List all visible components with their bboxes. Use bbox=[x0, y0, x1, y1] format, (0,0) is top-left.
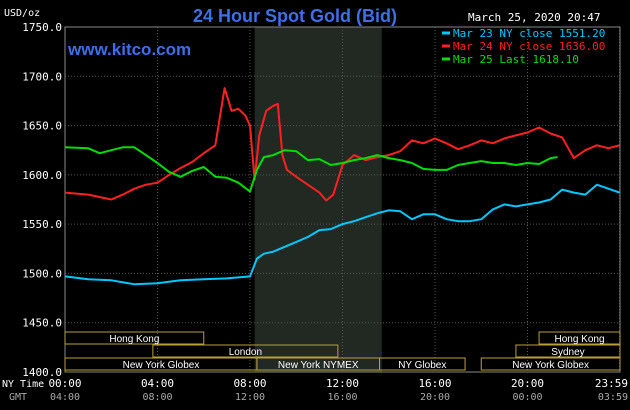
session-block: London bbox=[152, 344, 339, 358]
x-tick-label-gmt: 20:00 bbox=[420, 392, 450, 403]
session-label: New York NYMEX bbox=[278, 360, 359, 371]
session-label: NY Globex bbox=[398, 360, 446, 371]
y-tick-label: 1750.0 bbox=[22, 21, 62, 34]
x-tick-label-gmt: 16:00 bbox=[327, 392, 357, 403]
y-tick-label: 1650.0 bbox=[22, 120, 62, 133]
session-block: Sydney bbox=[515, 344, 621, 358]
x-tick-label-ny: 04:00 bbox=[141, 377, 174, 390]
session-box bbox=[480, 357, 621, 371]
x-tick-label-gmt: 00:00 bbox=[512, 392, 542, 403]
session-block: Hong Kong bbox=[538, 331, 621, 345]
plot-frame bbox=[64, 26, 621, 373]
unit-label: USD/oz bbox=[4, 8, 40, 19]
legend-entry: Mar 25 Last 1618.10 bbox=[453, 53, 579, 66]
session-label: New York Globex bbox=[123, 360, 200, 371]
y-axis: 1400.0 1450.0 1500.0 1550.0 1600.0 1650.0 1700… bbox=[22, 21, 62, 379]
session-box bbox=[152, 344, 339, 358]
trading-sessions: Hong Kong London New York Globex New York N… bbox=[64, 331, 621, 371]
legend-entry: Mar 24 NY close 1636.00 bbox=[453, 40, 605, 53]
series-line-3 bbox=[64, 146, 558, 193]
x-tick-label-ny: 16:00 bbox=[418, 377, 451, 390]
y-tick-label: 1550.0 bbox=[22, 218, 62, 231]
chart-title: 24 Hour Spot Gold (Bid) bbox=[193, 6, 397, 26]
session-box bbox=[515, 344, 621, 358]
x-tick-label-ny: 12:00 bbox=[326, 377, 359, 390]
series-line-1 bbox=[64, 183, 620, 286]
session-label: Sydney bbox=[551, 347, 584, 358]
y-tick-label: 1600.0 bbox=[22, 169, 62, 182]
x-tick-label-gmt: 08:00 bbox=[142, 392, 172, 403]
session-box bbox=[64, 331, 205, 345]
series-line-2 bbox=[64, 87, 620, 202]
session-label: Hong Kong bbox=[109, 334, 159, 345]
ny-time-row-label: NY Time bbox=[2, 379, 44, 390]
y-tick-label: 1700.0 bbox=[22, 70, 62, 83]
legend-entry: Mar 23 NY close 1551.20 bbox=[453, 27, 605, 40]
x-tick-label-ny: 08:00 bbox=[233, 377, 266, 390]
x-tick-label-ny: 23:59 bbox=[595, 377, 628, 390]
x-tick-label-ny: 00:00 bbox=[48, 377, 81, 390]
y-tick-label: 1400.0 bbox=[22, 366, 62, 379]
plot-area: www.kitco.com Hong Kong London New York Gl… bbox=[64, 26, 621, 373]
session-label: London bbox=[229, 347, 262, 358]
x-axis: NY Time GMT 00:00 04:00 04:00 08:00 08:00 12:… bbox=[2, 377, 628, 403]
x-tick-label-gmt: 03:59 bbox=[598, 392, 628, 403]
series-lines bbox=[64, 87, 620, 286]
shaded-session bbox=[254, 27, 382, 372]
x-tick-label-ny: 20:00 bbox=[511, 377, 544, 390]
session-label: New York Globex bbox=[512, 360, 589, 371]
session-box bbox=[538, 331, 621, 345]
session-block: NY Globex bbox=[379, 357, 466, 371]
timestamp: March 25, 2020 20:47 bbox=[468, 11, 600, 24]
y-tick-label: 1450.0 bbox=[22, 317, 62, 330]
session-block: New York Globex bbox=[480, 357, 621, 371]
gmt-row-label: GMT bbox=[9, 392, 27, 403]
session-box bbox=[379, 357, 466, 371]
x-tick-label-gmt: 04:00 bbox=[50, 392, 80, 403]
y-tick-label: 1500.0 bbox=[22, 267, 62, 280]
session-block: Hong Kong bbox=[64, 331, 205, 345]
session-label: Hong Kong bbox=[555, 334, 605, 345]
watermark: www.kitco.com bbox=[67, 40, 191, 59]
x-tick-label-gmt: 12:00 bbox=[235, 392, 265, 403]
